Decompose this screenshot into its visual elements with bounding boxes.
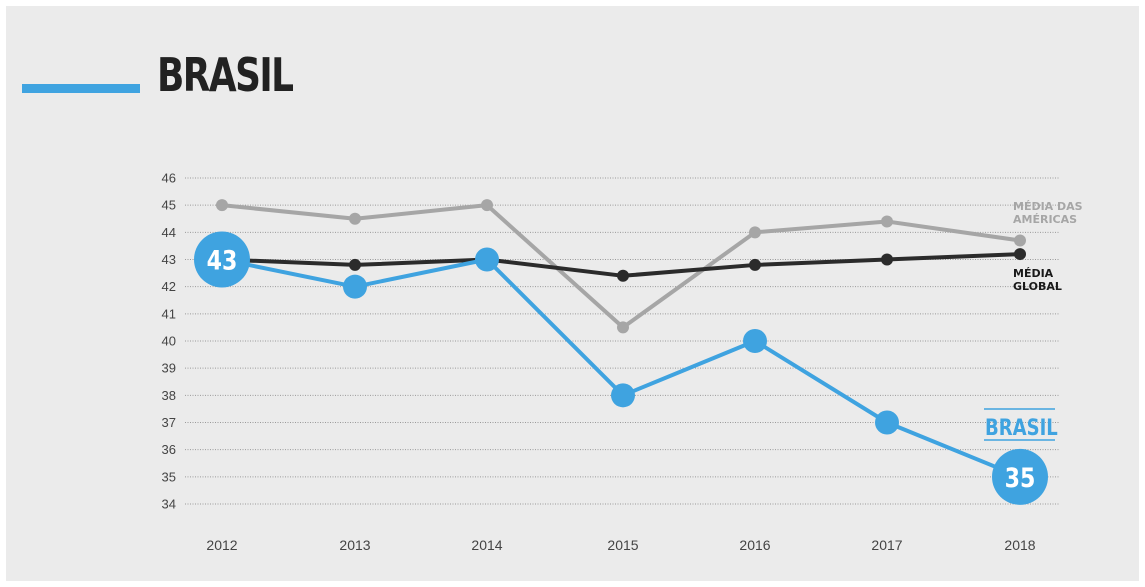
x-tick-label-2017: 2017 bbox=[871, 537, 902, 553]
x-tick-label-2015: 2015 bbox=[607, 537, 638, 553]
americas-point-2013 bbox=[349, 212, 361, 225]
y-tick-label-36: 36 bbox=[162, 442, 176, 457]
global-series-label-line-1: MÉDIA bbox=[1013, 267, 1054, 280]
x-tick-label-2014: 2014 bbox=[471, 537, 502, 553]
y-tick-label-46: 46 bbox=[162, 171, 176, 186]
global-series-label-line-2: GLOBAL bbox=[1013, 280, 1062, 293]
brasil-point-2017 bbox=[875, 410, 899, 435]
global-point-2018 bbox=[1014, 248, 1026, 261]
brasil-point-2013 bbox=[343, 274, 367, 299]
brasil-point-2015 bbox=[611, 383, 635, 408]
x-tick-label-2016: 2016 bbox=[739, 537, 770, 553]
y-tick-label-39: 39 bbox=[162, 361, 176, 376]
americas-point-2018 bbox=[1014, 234, 1026, 247]
chart-panel bbox=[6, 6, 1139, 581]
y-tick-label-44: 44 bbox=[162, 225, 176, 240]
americas-series-label-line-1: MÉDIA DAS bbox=[1013, 200, 1083, 213]
brasil-series-label: BRASIL bbox=[985, 414, 1058, 440]
americas-point-2017 bbox=[881, 215, 893, 228]
value-bubble-2018 bbox=[992, 448, 1048, 505]
y-tick-label-34: 34 bbox=[162, 497, 176, 512]
brasil-point-2014 bbox=[475, 247, 499, 272]
global-point-2016 bbox=[749, 258, 761, 271]
x-tick-label-2018: 2018 bbox=[1004, 537, 1035, 553]
value-bubble-text-2018: 35 bbox=[1005, 462, 1036, 494]
global-point-2013 bbox=[349, 258, 361, 271]
title-accent-bar bbox=[22, 84, 140, 93]
x-tick-label-2012: 2012 bbox=[206, 537, 237, 553]
y-tick-label-38: 38 bbox=[162, 388, 176, 403]
y-tick-label-37: 37 bbox=[162, 415, 176, 430]
y-tick-label-41: 41 bbox=[162, 306, 176, 321]
americas-point-2012 bbox=[216, 199, 228, 212]
global-point-2015 bbox=[617, 269, 629, 282]
y-tick-label-35: 35 bbox=[162, 469, 176, 484]
page-title: BRASIL bbox=[157, 48, 294, 102]
x-tick-label-2013: 2013 bbox=[339, 537, 370, 553]
global-point-2017 bbox=[881, 253, 893, 266]
americas-point-2016 bbox=[749, 226, 761, 239]
y-tick-label-40: 40 bbox=[162, 334, 176, 349]
y-tick-label-45: 45 bbox=[162, 198, 176, 213]
americas-point-2014 bbox=[481, 199, 493, 212]
americas-series-label-line-2: AMÉRICAS bbox=[1013, 213, 1077, 226]
value-bubble-text-2012: 43 bbox=[207, 244, 238, 276]
brasil-point-2016 bbox=[743, 329, 767, 353]
americas-point-2015 bbox=[617, 321, 629, 334]
value-bubble-2012 bbox=[194, 231, 250, 288]
y-tick-label-42: 42 bbox=[162, 279, 176, 294]
y-tick-label-43: 43 bbox=[162, 252, 176, 267]
